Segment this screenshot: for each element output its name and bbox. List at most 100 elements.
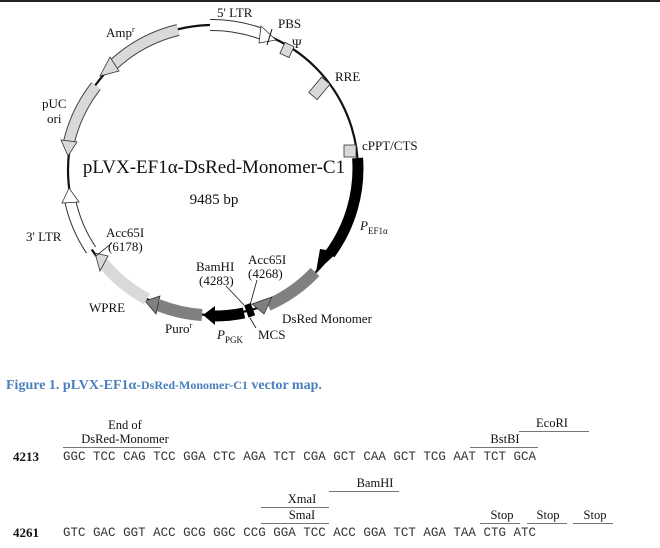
label-bamhi-pos: (4283) <box>199 273 234 288</box>
figure-caption: Figure 1. pLVX-EF1α-DsRed-Monomer-C1 vec… <box>6 378 322 393</box>
bamhi-seq-bar <box>329 491 399 492</box>
stop3-bar <box>573 523 613 524</box>
label-dsred: DsRed Monomer <box>282 311 373 326</box>
stop1-label: Stop <box>490 508 514 522</box>
row2-codon: TAA <box>453 526 476 540</box>
bstbi-label: BstBI <box>490 432 520 446</box>
bamhi-seq-label: BamHI <box>356 476 394 490</box>
label-psi: Ψ <box>292 36 302 51</box>
ecori-label: EcoRI <box>536 416 568 430</box>
label-ppgk: PPGK <box>216 327 243 345</box>
pgk-promoter-arrowhead <box>203 306 215 325</box>
row1-codon: CAG <box>123 450 146 464</box>
stop2-bar <box>527 523 567 524</box>
row1-codon: CAA <box>363 450 386 464</box>
row1-codon: TCT <box>273 450 296 464</box>
label-puro: Puror <box>165 321 193 336</box>
row2-codon: GCG <box>183 526 206 540</box>
mcs-leader <box>249 317 257 329</box>
row1-codon: TCT <box>483 450 506 464</box>
row1-codon: GGC <box>63 450 86 464</box>
vector-map: pLVX-EF1α-DsRed-Monomer-C1 9485 bp 5' LT… <box>26 5 418 345</box>
label-amp: Ampr <box>106 25 135 40</box>
mcs-feature <box>244 302 256 318</box>
label-ltr3: 3' LTR <box>26 229 62 244</box>
row1-codon: CGA <box>303 450 326 464</box>
pbs-marker <box>266 28 273 46</box>
wpre-arrowhead <box>94 252 109 273</box>
smai-label: SmaI <box>288 508 316 522</box>
row2-codon: AGA <box>423 526 446 540</box>
row1-codon: TCC <box>93 450 116 464</box>
ltr5-arrowhead <box>258 25 277 44</box>
row1-codon: TCC <box>153 450 176 464</box>
row2-codon: GTC <box>63 526 86 540</box>
row2-codon: TCC <box>303 526 326 540</box>
ef1a-promoter-arrowhead <box>316 249 338 272</box>
row2-codon: GGT <box>123 526 146 540</box>
acc65i-4268-leader <box>249 279 258 306</box>
row1-sequence: GGC TCC CAG TCC GGA CTC AGA TCT CGA GCT … <box>63 450 536 464</box>
amp-arrowhead <box>99 56 120 77</box>
row1-codon: GCA <box>513 450 536 464</box>
label-puc-1: pUC <box>42 96 67 111</box>
map-title: pLVX-EF1α-DsRed-Monomer-C1 <box>83 157 345 178</box>
psi-feature <box>279 41 295 59</box>
label-acc65i-6178-name: Acc65I <box>106 225 144 240</box>
pgk-promoter-feature <box>213 307 246 322</box>
row2-codon: ACC <box>153 526 176 540</box>
row2-sequence: GTC GAC GGT ACC GCG GGC CCG GGA TCC ACC … <box>63 526 536 540</box>
ecori-bar <box>519 431 589 432</box>
label-acc65i-6178-pos: (6178) <box>108 239 143 254</box>
row2-codon: GGA <box>273 526 296 540</box>
ltr3-arrowhead <box>61 187 80 204</box>
row2-codon: CCG <box>243 526 266 540</box>
smai-bar <box>261 523 329 524</box>
row2-codon: ATC <box>513 526 536 540</box>
row1-codon: GGA <box>183 450 206 464</box>
puro-feature <box>155 299 203 321</box>
row1-codon: AGA <box>243 450 266 464</box>
row1-codon: CTC <box>213 450 236 464</box>
row2-position: 4261 <box>13 525 39 540</box>
label-acc65i-4268-name: Acc65I <box>248 252 286 267</box>
stop2-label: Stop <box>536 508 560 522</box>
label-pbs: PBS <box>278 16 301 31</box>
row2-codon: CTG <box>483 526 506 540</box>
row2-codon: GGC <box>213 526 236 540</box>
row2-codon: GGA <box>363 526 386 540</box>
end-of-dsred-label-1: End of <box>108 418 142 432</box>
row1-codon: GCT <box>393 450 416 464</box>
end-of-dsred-label-2: DsRed-Monomer <box>81 432 169 446</box>
top-rule <box>0 0 660 2</box>
dsred-monomer-feature <box>265 267 320 311</box>
cppt-feature <box>343 144 357 158</box>
rre-feature <box>308 76 331 101</box>
label-cppt: cPPT/CTS <box>362 138 418 153</box>
dsred-monomer-arrowhead <box>251 296 273 315</box>
row2-codon: ACC <box>333 526 356 540</box>
label-wpre: WPRE <box>89 300 125 315</box>
puro-arrowhead <box>144 295 161 315</box>
xmai-bar <box>261 507 329 508</box>
wpre-feature <box>98 259 150 305</box>
label-mcs: MCS <box>258 327 285 342</box>
label-pef1a: PEF1α <box>359 218 388 236</box>
row1-codon: AAT <box>453 450 476 464</box>
acc65i-6178-leader <box>95 242 113 257</box>
row1-position: 4213 <box>13 449 39 464</box>
xmai-label: XmaI <box>287 492 317 506</box>
map-size: 9485 bp <box>190 192 239 208</box>
stop1-bar <box>480 523 520 524</box>
puc-ori-arrowhead <box>60 139 78 157</box>
bamhi-leader <box>225 285 245 306</box>
label-ltr5: 5' LTR <box>217 5 253 20</box>
bstbi-bar <box>470 447 538 448</box>
label-rre: RRE <box>335 69 360 84</box>
row2-codon: GAC <box>93 526 116 540</box>
label-acc65i-4268-pos: (4268) <box>248 266 283 281</box>
row2-codon: TCT <box>393 526 416 540</box>
label-bamhi-name: BamHI <box>196 259 234 274</box>
label-puc-2: ori <box>47 111 62 126</box>
end-of-dsred-bar <box>63 447 161 448</box>
